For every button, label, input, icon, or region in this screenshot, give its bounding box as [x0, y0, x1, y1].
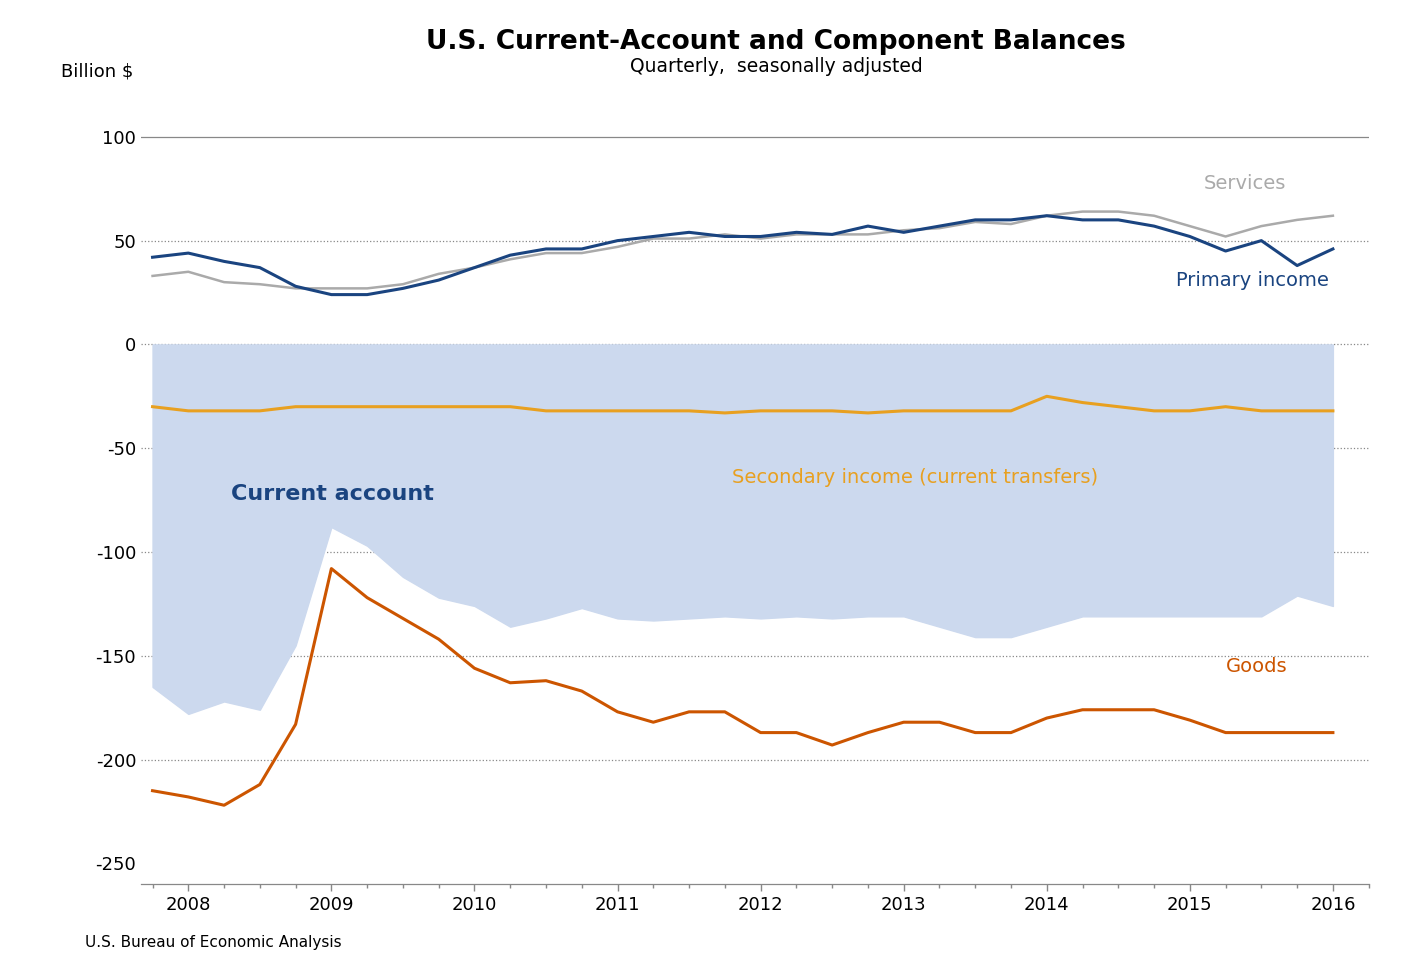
Text: Secondary income (current transfers): Secondary income (current transfers) [732, 469, 1098, 487]
Text: Quarterly,  seasonally adjusted: Quarterly, seasonally adjusted [629, 57, 923, 76]
Text: Services: Services [1204, 174, 1287, 193]
Text: U.S. Bureau of Economic Analysis: U.S. Bureau of Economic Analysis [85, 935, 341, 949]
Text: Current account: Current account [231, 484, 435, 505]
Text: U.S. Current-Account and Component Balances: U.S. Current-Account and Component Balan… [426, 29, 1126, 55]
Text: Primary income: Primary income [1175, 271, 1328, 290]
Text: Billion $: Billion $ [61, 62, 134, 81]
Text: Goods: Goods [1226, 657, 1287, 677]
